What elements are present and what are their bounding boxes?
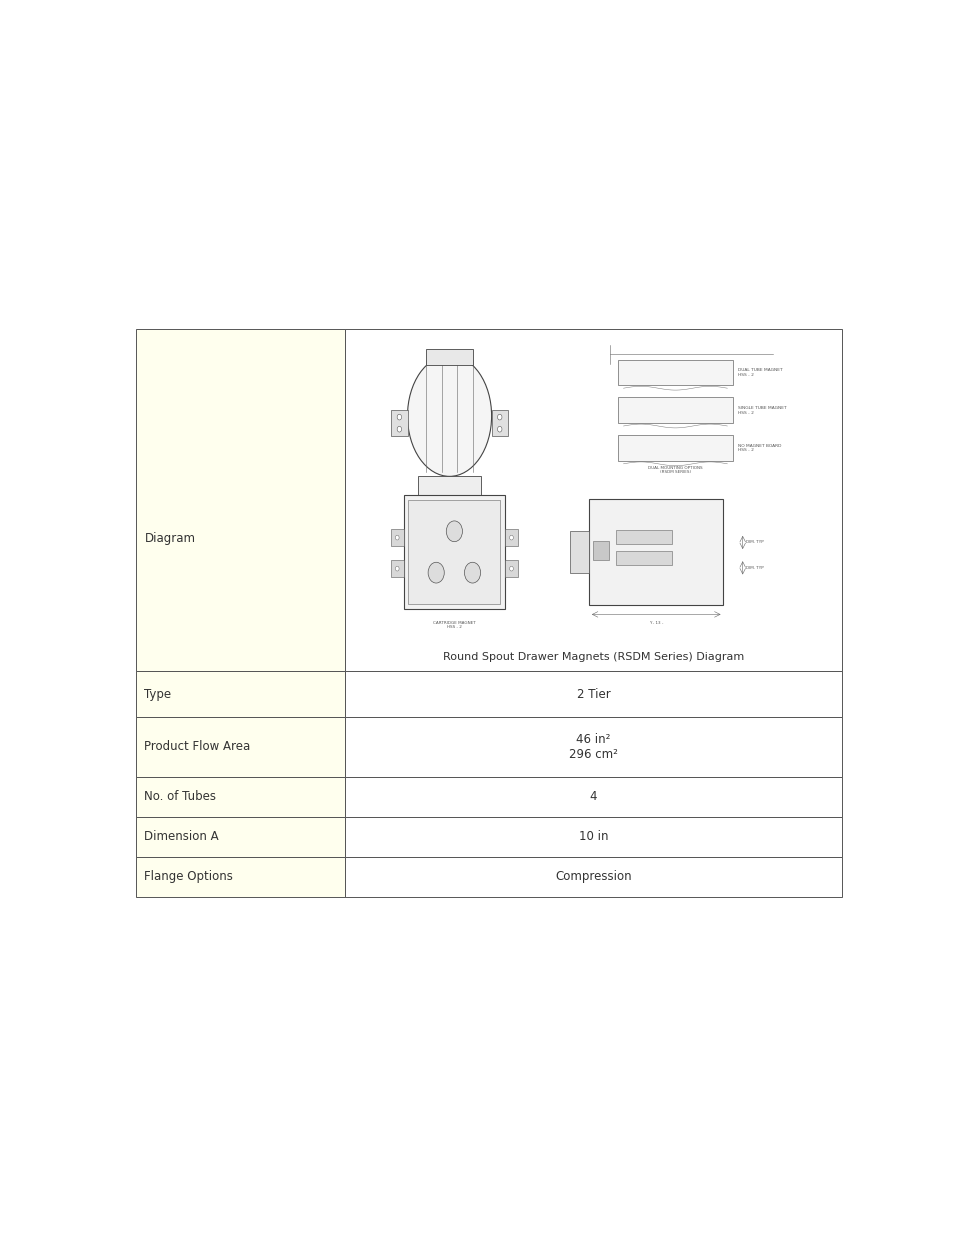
Bar — [135, 329, 344, 672]
Bar — [570, 531, 588, 573]
Bar — [391, 410, 407, 436]
Bar — [390, 559, 403, 577]
Circle shape — [396, 426, 401, 432]
Bar — [135, 816, 344, 857]
Text: Compression: Compression — [555, 871, 631, 883]
Bar — [426, 350, 472, 366]
Text: 2 Tier: 2 Tier — [576, 688, 610, 700]
Bar — [344, 329, 841, 672]
Bar — [618, 359, 732, 385]
Text: No. of Tubes: No. of Tubes — [144, 790, 216, 803]
Text: Product Flow Area: Product Flow Area — [144, 740, 251, 753]
Bar — [417, 477, 480, 510]
Bar — [135, 857, 344, 897]
Text: 296 cm²: 296 cm² — [569, 748, 618, 761]
Circle shape — [395, 535, 398, 540]
Bar — [592, 541, 608, 561]
Text: Dimension A: Dimension A — [144, 830, 219, 844]
Bar — [344, 716, 841, 777]
Bar — [344, 816, 841, 857]
Bar — [616, 530, 672, 543]
Bar — [135, 672, 344, 716]
Bar — [403, 494, 504, 609]
Text: DIM. TYP: DIM. TYP — [745, 541, 762, 545]
Bar — [135, 716, 344, 777]
Circle shape — [497, 426, 501, 432]
Ellipse shape — [407, 356, 491, 477]
Text: DUAL TUBE MAGNET
HSS - 2: DUAL TUBE MAGNET HSS - 2 — [737, 368, 781, 377]
Circle shape — [509, 535, 513, 540]
Bar — [588, 499, 722, 605]
Text: Flange Options: Flange Options — [144, 871, 233, 883]
Text: DIM. TYP: DIM. TYP — [745, 566, 762, 569]
Bar — [344, 672, 841, 716]
Circle shape — [464, 562, 480, 583]
Bar — [504, 559, 517, 577]
Circle shape — [428, 562, 444, 583]
Bar — [504, 529, 517, 546]
Bar — [344, 857, 841, 897]
Text: DUAL MOUNTING OPTIONS
(RSDM SERIES): DUAL MOUNTING OPTIONS (RSDM SERIES) — [647, 466, 702, 474]
Text: NO MAGNET BOARD
HSS - 2: NO MAGNET BOARD HSS - 2 — [737, 443, 781, 452]
Bar — [390, 529, 403, 546]
Bar — [135, 777, 344, 816]
Text: 46 in²: 46 in² — [576, 732, 610, 746]
Bar — [408, 500, 500, 604]
Text: Type: Type — [144, 688, 172, 700]
Bar — [344, 777, 841, 816]
Text: Round Spout Drawer Magnets (RSDM Series) Diagram: Round Spout Drawer Magnets (RSDM Series)… — [442, 652, 743, 662]
Text: CARTRIDGE MAGNET
HSS - 2: CARTRIDGE MAGNET HSS - 2 — [433, 621, 476, 630]
Text: 4: 4 — [589, 790, 597, 803]
Text: Diagram: Diagram — [144, 531, 195, 545]
Circle shape — [396, 414, 401, 420]
Bar — [616, 551, 672, 564]
Circle shape — [395, 567, 398, 571]
Circle shape — [509, 567, 513, 571]
Text: SINGLE TUBE MAGNET
HSS - 2: SINGLE TUBE MAGNET HSS - 2 — [737, 406, 785, 415]
Circle shape — [497, 414, 501, 420]
Circle shape — [446, 521, 462, 542]
Bar — [491, 410, 507, 436]
Text: Y - 13 -: Y - 13 - — [648, 621, 662, 625]
Bar — [618, 398, 732, 424]
Bar — [618, 435, 732, 461]
Text: 10 in: 10 in — [578, 830, 608, 844]
